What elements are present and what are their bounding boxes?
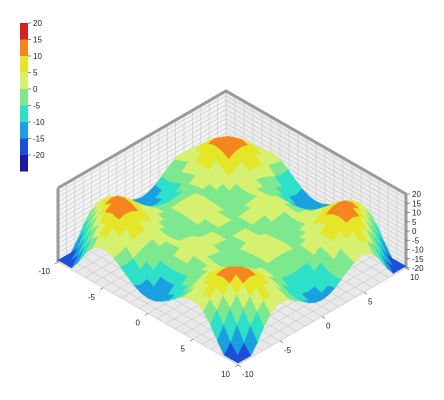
- wall-grid-line: [57, 95, 407, 199]
- legend-label: -20: [33, 151, 45, 160]
- x-tick-label: 10: [221, 370, 230, 379]
- wall-grid-line: [57, 118, 407, 223]
- x-tick-mark: [99, 287, 104, 291]
- z-tick-label: -20: [412, 264, 424, 273]
- x-tick-mark: [234, 364, 239, 368]
- z-tick-label: 20: [412, 190, 421, 199]
- legend-label: -15: [33, 135, 45, 144]
- wall-grid-line: [57, 104, 407, 209]
- x-tick-label: -5: [88, 293, 96, 302]
- y-tick-label: 0: [326, 322, 331, 331]
- legend-label: -10: [33, 118, 45, 127]
- z-tick-label: -10: [412, 246, 424, 255]
- y-tick-mark: [279, 340, 284, 344]
- x-tick-mark: [54, 261, 59, 265]
- legend-swatch: [20, 89, 28, 106]
- y-tick-label: 5: [368, 297, 373, 306]
- legend-label: -5: [33, 102, 41, 111]
- x-tick-label: 0: [136, 319, 141, 328]
- wall-rim: [57, 89, 407, 196]
- wall-grid-line: [57, 127, 407, 232]
- legend-swatch: [20, 56, 28, 73]
- x-tick-label: -10: [38, 267, 50, 276]
- surface-cell: [230, 355, 245, 364]
- wall-grid-line: [57, 113, 407, 218]
- legend-label: 10: [33, 52, 42, 61]
- legend-swatch: [20, 155, 28, 172]
- wall-grid-line: [57, 99, 407, 204]
- legend-label: 15: [33, 36, 42, 45]
- legend-label: 0: [33, 85, 38, 94]
- z-tick-label: -5: [412, 236, 420, 245]
- floor-grid-line: [66, 256, 247, 361]
- z-tick-label: 10: [412, 209, 421, 218]
- wall-grid-line: [57, 109, 407, 213]
- z-tick-label: 5: [412, 218, 417, 227]
- y-tick-label: 10: [410, 273, 419, 282]
- y-tick-mark: [363, 291, 368, 295]
- wall-grid-line: [57, 123, 407, 227]
- legend-label: 5: [33, 69, 38, 78]
- y-tick-label: -5: [284, 346, 292, 355]
- legend-label: 20: [33, 19, 42, 28]
- legend-swatch: [20, 72, 28, 89]
- x-tick-mark: [144, 313, 149, 316]
- x-tick-label: 5: [181, 344, 186, 353]
- legend-swatch: [20, 23, 28, 40]
- color-legend: 20 15 10 5 0 -5 -10 -15 -20: [20, 19, 45, 172]
- legend-swatch: [20, 105, 28, 122]
- y-tick-mark: [237, 364, 242, 368]
- y-tick-label: -10: [242, 370, 254, 379]
- z-tick-label: 15: [412, 199, 421, 208]
- legend-swatch: [20, 122, 28, 139]
- surface-plot: [57, 136, 407, 364]
- y-tick-mark: [321, 316, 326, 319]
- legend-swatch: [20, 138, 28, 155]
- z-tick-label: 0: [412, 227, 417, 236]
- x-tick-mark: [189, 338, 194, 342]
- legend-swatch: [20, 39, 28, 56]
- z-tick-label: -15: [412, 255, 424, 264]
